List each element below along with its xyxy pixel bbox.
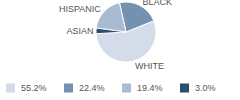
svg-text:ASIAN: ASIAN: [67, 26, 94, 36]
svg-text:55.2%: 55.2%: [21, 83, 47, 93]
svg-text:3.0%: 3.0%: [195, 83, 216, 93]
svg-text:HISPANIC: HISPANIC: [59, 4, 101, 14]
svg-text:19.4%: 19.4%: [137, 83, 163, 93]
svg-text:WHITE: WHITE: [135, 61, 164, 71]
svg-text:22.4%: 22.4%: [79, 83, 105, 93]
svg-text:BLACK: BLACK: [142, 0, 172, 7]
